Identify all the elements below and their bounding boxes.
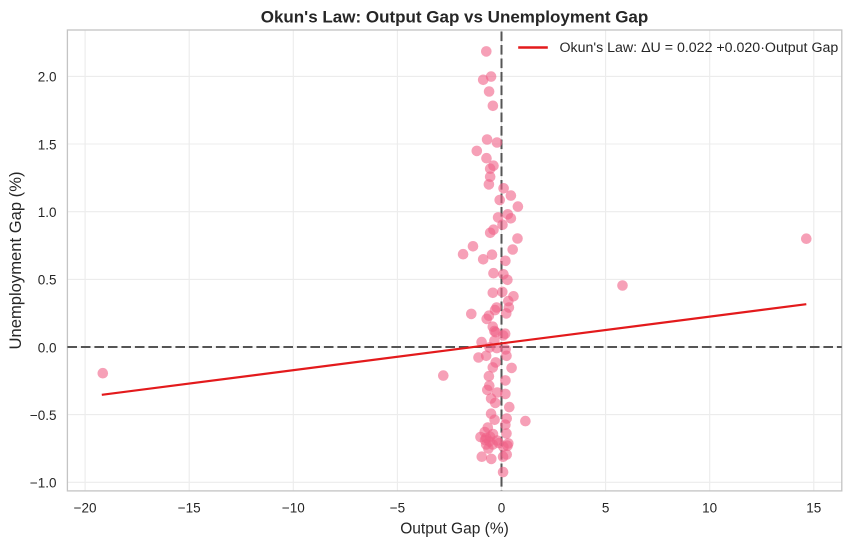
svg-text:1.5: 1.5 xyxy=(38,137,57,152)
svg-text:0.5: 0.5 xyxy=(38,273,57,288)
svg-text:−20: −20 xyxy=(74,500,97,515)
svg-text:Output Gap (%): Output Gap (%) xyxy=(400,521,509,538)
svg-text:−5: −5 xyxy=(390,500,405,515)
svg-text:5: 5 xyxy=(602,500,610,515)
svg-text:−1.0: −1.0 xyxy=(30,476,57,491)
svg-text:15: 15 xyxy=(806,500,821,515)
svg-text:Okun's Law: Output Gap vs Unem: Okun's Law: Output Gap vs Unemployment G… xyxy=(261,8,649,27)
svg-text:1.0: 1.0 xyxy=(38,205,57,220)
svg-text:0.0: 0.0 xyxy=(38,340,57,355)
svg-text:−0.5: −0.5 xyxy=(30,408,57,423)
svg-text:Okun's Law: ΔU = 0.022 +0.020·: Okun's Law: ΔU = 0.022 +0.020·Output Gap xyxy=(560,40,839,56)
svg-text:10: 10 xyxy=(702,500,717,515)
svg-text:2.0: 2.0 xyxy=(38,70,57,85)
svg-text:0: 0 xyxy=(498,500,506,515)
svg-text:−15: −15 xyxy=(178,500,201,515)
svg-text:Unemployment Gap (%): Unemployment Gap (%) xyxy=(6,172,25,350)
svg-text:−10: −10 xyxy=(282,500,305,515)
